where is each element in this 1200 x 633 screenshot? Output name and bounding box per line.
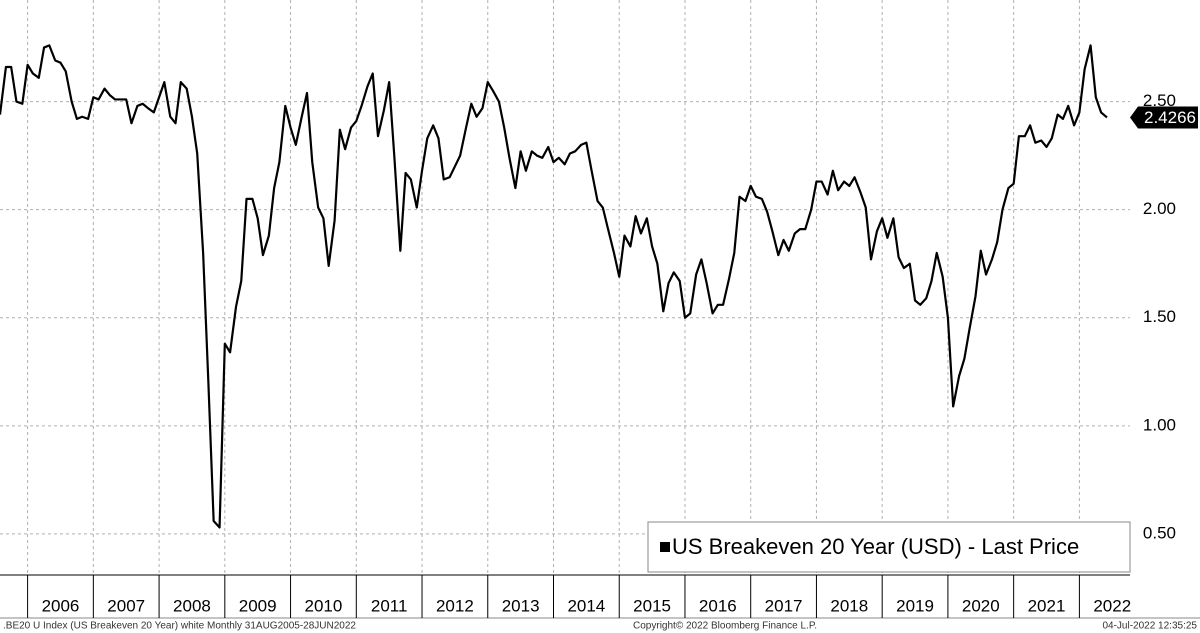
legend-label: US Breakeven 20 Year (USD) - Last Price	[672, 534, 1079, 559]
x-tick-label: 2013	[502, 596, 540, 615]
x-tick-label: 2012	[436, 596, 474, 615]
y-tick-label: 2.00	[1143, 199, 1176, 218]
y-tick-label: 1.00	[1143, 415, 1176, 434]
x-tick-label: 2018	[830, 596, 868, 615]
x-tick-label: 2020	[962, 596, 1000, 615]
x-tick-label: 2011	[371, 596, 408, 615]
legend-swatch	[660, 542, 670, 552]
x-tick-label: 2008	[173, 596, 211, 615]
x-tick-label: 2019	[896, 596, 934, 615]
x-tick-label: 2010	[305, 596, 343, 615]
x-tick-label: 2021	[1028, 596, 1066, 615]
x-tick-label: 2022	[1093, 596, 1131, 615]
footer-right: 04-Jul-2022 12:35:25	[1102, 621, 1197, 632]
series-line	[0, 44, 1108, 529]
legend-box	[647, 521, 1131, 573]
x-tick-label: 2017	[765, 596, 803, 615]
footer-center: Copyright© 2022 Bloomberg Finance L.P.	[633, 621, 817, 632]
x-tick-label: 2006	[42, 596, 80, 615]
x-tick-label: 2007	[107, 596, 145, 615]
y-tick-label: 2.50	[1143, 91, 1176, 110]
y-tick-label: 1.50	[1143, 307, 1176, 326]
x-tick-label: 2009	[239, 596, 277, 615]
last-price-tag	[1130, 106, 1198, 129]
x-tick-label: 2015	[633, 596, 671, 615]
x-tick-label: 2016	[699, 596, 737, 615]
x-tick-label: 2014	[567, 596, 605, 615]
footer-left: .BE20 U Index (US Breakeven 20 Year) whi…	[3, 621, 356, 632]
y-tick-label: 0.50	[1143, 523, 1176, 542]
last-price-label: 2.4266	[1144, 108, 1196, 127]
